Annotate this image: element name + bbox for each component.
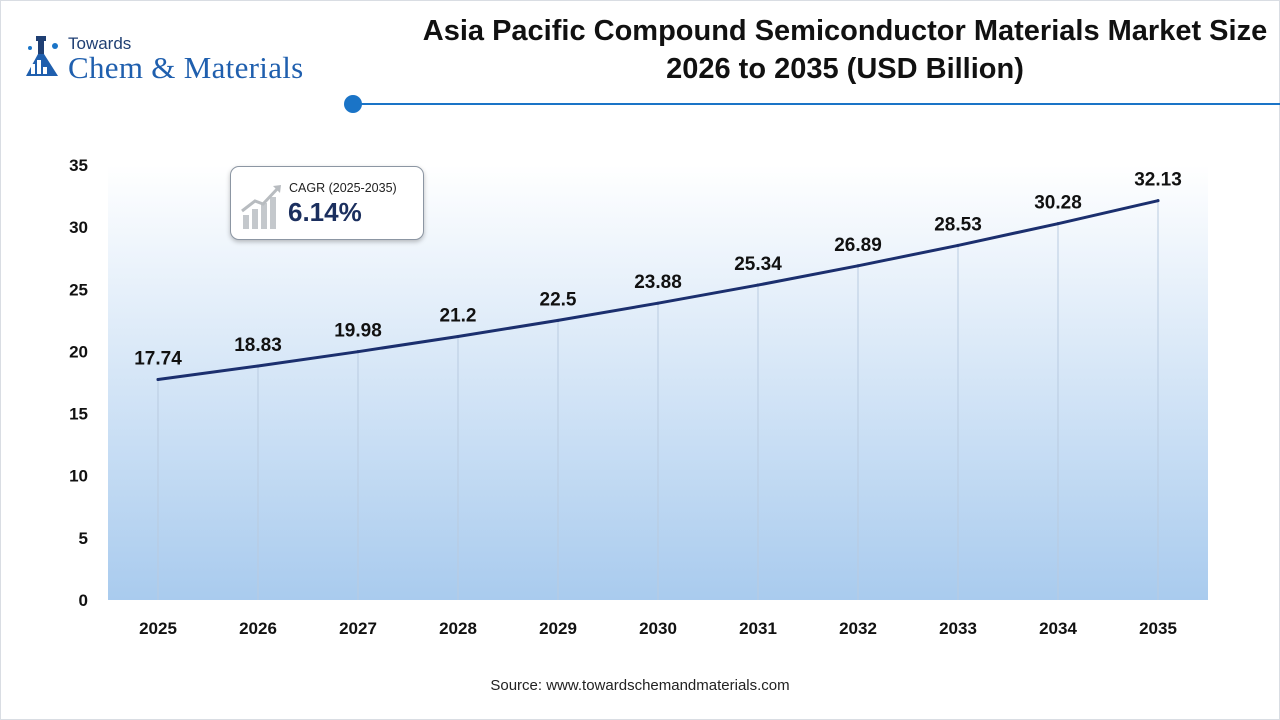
y-tick-label-15: 15 [69, 405, 88, 424]
growth-chart-icon [241, 185, 281, 229]
cagr-label: CAGR (2025-2035) [289, 181, 397, 195]
data-point-2028 [456, 335, 460, 339]
y-tick-label-10: 10 [69, 467, 88, 486]
y-tick-label-0: 0 [79, 591, 88, 610]
x-tick-label-2030: 2030 [639, 619, 677, 638]
data-point-2031 [756, 283, 760, 287]
y-tick-label-20: 20 [69, 342, 88, 361]
data-point-2033 [956, 243, 960, 247]
data-point-2029 [556, 318, 560, 322]
y-tick-label-5: 5 [79, 529, 88, 548]
flask-logo-icon [26, 36, 58, 76]
data-label-2029: 22.5 [540, 289, 577, 310]
x-tick-label-2034: 2034 [1039, 619, 1077, 638]
x-tick-label-2029: 2029 [539, 619, 577, 638]
brand-name: Chem & Materials [68, 50, 304, 85]
data-label-2035: 32.13 [1134, 170, 1182, 191]
data-point-2026 [256, 364, 260, 368]
x-tick-label-2031: 2031 [739, 619, 777, 638]
data-label-2026: 18.83 [234, 335, 282, 356]
data-label-2025: 17.74 [134, 349, 182, 370]
data-label-2034: 30.28 [1034, 193, 1082, 214]
data-label-2027: 19.98 [334, 321, 382, 342]
title-rule-dot [344, 95, 362, 113]
y-tick-label-25: 25 [69, 280, 88, 299]
source-note: Source: www.towardschemandmaterials.com [490, 677, 790, 694]
data-label-2033: 28.53 [934, 214, 982, 235]
cagr-callout: CAGR (2025-2035) 6.14% [230, 166, 424, 240]
data-point-2030 [656, 301, 660, 305]
cagr-value: 6.14% [288, 197, 362, 227]
x-tick-label-2032: 2032 [839, 619, 877, 638]
chart-title: Asia Pacific Compound Semiconductor Mate… [422, 15, 1268, 85]
x-tick-label-2033: 2033 [939, 619, 977, 638]
data-label-2032: 26.89 [834, 235, 882, 256]
x-tick-label-2035: 2035 [1139, 619, 1177, 638]
title-rule [360, 103, 1280, 105]
y-tick-label-30: 30 [69, 218, 88, 237]
x-tick-label-2027: 2027 [339, 619, 377, 638]
x-tick-label-2028: 2028 [439, 619, 477, 638]
data-point-2027 [356, 350, 360, 354]
data-point-2025 [156, 378, 160, 382]
x-tick-label-2026: 2026 [239, 619, 277, 638]
data-point-2035 [1156, 199, 1160, 203]
data-point-2032 [856, 264, 860, 268]
y-tick-label-35: 35 [69, 156, 88, 175]
data-label-2028: 21.2 [440, 306, 477, 327]
brand-logo: Towards Chem & Materials [22, 34, 342, 86]
data-label-2031: 25.34 [734, 254, 782, 275]
data-label-2030: 23.88 [634, 272, 682, 293]
brand-towards: Towards [68, 34, 132, 53]
data-point-2034 [1056, 222, 1060, 226]
x-tick-label-2025: 2025 [139, 619, 177, 638]
